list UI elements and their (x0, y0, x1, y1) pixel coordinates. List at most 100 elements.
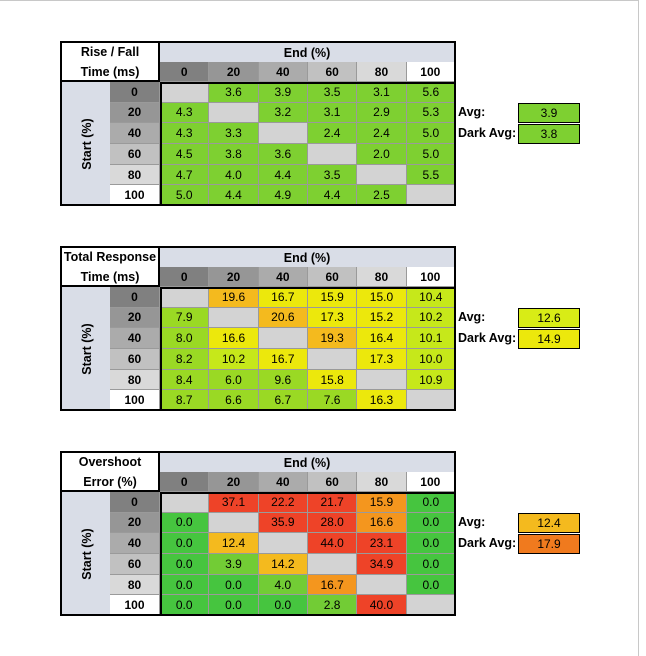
table-cell: 3.6 (258, 144, 308, 165)
row-header: 0 (110, 287, 160, 308)
table-cell: 20.6 (258, 307, 308, 329)
end-axis-header: End (%) (160, 246, 456, 267)
table-cell: 40.0 (357, 595, 407, 616)
page-frame-top (0, 0, 639, 1)
table-cell: 3.8 (209, 144, 259, 165)
column-header: 40 (258, 62, 308, 82)
start-axis-label: Start (%) (80, 323, 94, 375)
row-header-divider (160, 287, 162, 411)
table-cell: 0.0 (406, 574, 456, 596)
table-title-line: Total Response (63, 249, 157, 264)
column-header: 100 (406, 62, 456, 82)
table-cell: 3.6 (209, 82, 259, 103)
column-header: 20 (209, 267, 259, 287)
table-cell: 3.2 (258, 102, 308, 124)
table-cell: 23.1 (357, 533, 407, 554)
column-header: 40 (258, 472, 308, 492)
table-cell: 6.0 (209, 369, 259, 391)
table-cell: 2.4 (357, 123, 407, 144)
table-title: Rise / Fall Time (ms) (60, 41, 160, 82)
row-header: 100 (110, 390, 160, 411)
table-cell: 8.4 (160, 369, 210, 391)
table-cell: 7.6 (307, 390, 358, 411)
avg-value: 12.6 (518, 308, 580, 328)
table-cell (406, 185, 456, 206)
table-cell: 7.9 (160, 307, 210, 329)
table-cell: 8.2 (160, 349, 210, 370)
table-cell: 2.8 (307, 595, 358, 616)
table-cell: 44.0 (307, 533, 358, 554)
table-cell (307, 554, 358, 575)
table-title-line: Overshoot (78, 454, 142, 469)
column-header: 100 (406, 472, 456, 492)
table-title: Total Response Time (ms) (60, 246, 160, 287)
table-cell: 2.9 (357, 102, 407, 124)
column-header: 60 (307, 472, 358, 492)
table-cell: 4.0 (258, 574, 308, 596)
table-title-line: Time (ms) (80, 64, 140, 79)
table-cell: 10.2 (209, 349, 259, 370)
table-cell: 0.0 (160, 533, 210, 554)
table-cell: 3.1 (307, 102, 358, 124)
table-cell (160, 82, 210, 103)
table-cell: 4.9 (258, 185, 308, 206)
table-cell: 0.0 (406, 512, 456, 534)
row-header: 80 (110, 369, 160, 391)
table-cell: 16.4 (357, 328, 407, 349)
table-cell (160, 287, 210, 308)
table-cell: 17.3 (357, 349, 407, 370)
row-header: 20 (110, 102, 160, 124)
row-header: 60 (110, 349, 160, 370)
table-cell (258, 533, 308, 554)
table-cell (307, 144, 358, 165)
table-cell: 4.7 (160, 164, 210, 186)
table-cell: 0.0 (209, 595, 259, 616)
table-cell: 4.4 (307, 185, 358, 206)
column-header: 100 (406, 267, 456, 287)
matrix-table: Total Response Time (ms) End (%) 0 20 40 60 80 1… (60, 246, 456, 411)
table-title-text: Total Response Time (ms) (64, 247, 156, 287)
table-cell (357, 369, 407, 391)
table-cell (209, 512, 259, 534)
avg-value: 12.4 (518, 513, 580, 533)
table-cell: 9.6 (258, 369, 308, 391)
row-header: 100 (110, 185, 160, 206)
table-cell: 4.5 (160, 144, 210, 165)
row-header: 60 (110, 144, 160, 165)
table-cell: 16.7 (258, 287, 308, 308)
start-axis-label: Start (%) (80, 118, 94, 170)
table-cell: 8.7 (160, 390, 210, 411)
dark-avg-label: Dark Avg: (458, 331, 517, 345)
avg-value: 3.9 (518, 103, 580, 123)
table-cell: 0.0 (258, 595, 308, 616)
table-cell: 22.2 (258, 492, 308, 513)
table-cell: 5.0 (406, 123, 456, 144)
dark-avg-value: 3.8 (518, 124, 580, 144)
table-cell (406, 390, 456, 411)
table-cell: 5.3 (406, 102, 456, 124)
start-axis-header: Start (%) (60, 492, 110, 616)
table-cell: 15.0 (357, 287, 407, 308)
table-cell (258, 328, 308, 349)
avg-label: Avg: (458, 310, 486, 324)
column-header: 80 (357, 267, 407, 287)
row-header: 40 (110, 328, 160, 349)
table-cell: 10.9 (406, 369, 456, 391)
column-header: 80 (357, 62, 407, 82)
table-title-line: Error (%) (83, 474, 137, 489)
table-cell: 14.2 (258, 554, 308, 575)
table-cell: 0.0 (160, 554, 210, 575)
row-header: 40 (110, 123, 160, 144)
table-cell (258, 123, 308, 144)
start-axis-header: Start (%) (60, 287, 110, 411)
column-header-divider (160, 492, 456, 494)
table-cell: 16.6 (209, 328, 259, 349)
table-cell (357, 574, 407, 596)
table-cell (357, 164, 407, 186)
column-header: 0 (160, 62, 210, 82)
table-cell: 5.0 (406, 144, 456, 165)
table-cell: 16.6 (357, 512, 407, 534)
table-cell: 16.7 (307, 574, 358, 596)
table-cell: 3.5 (307, 82, 358, 103)
table-cell: 15.9 (357, 492, 407, 513)
